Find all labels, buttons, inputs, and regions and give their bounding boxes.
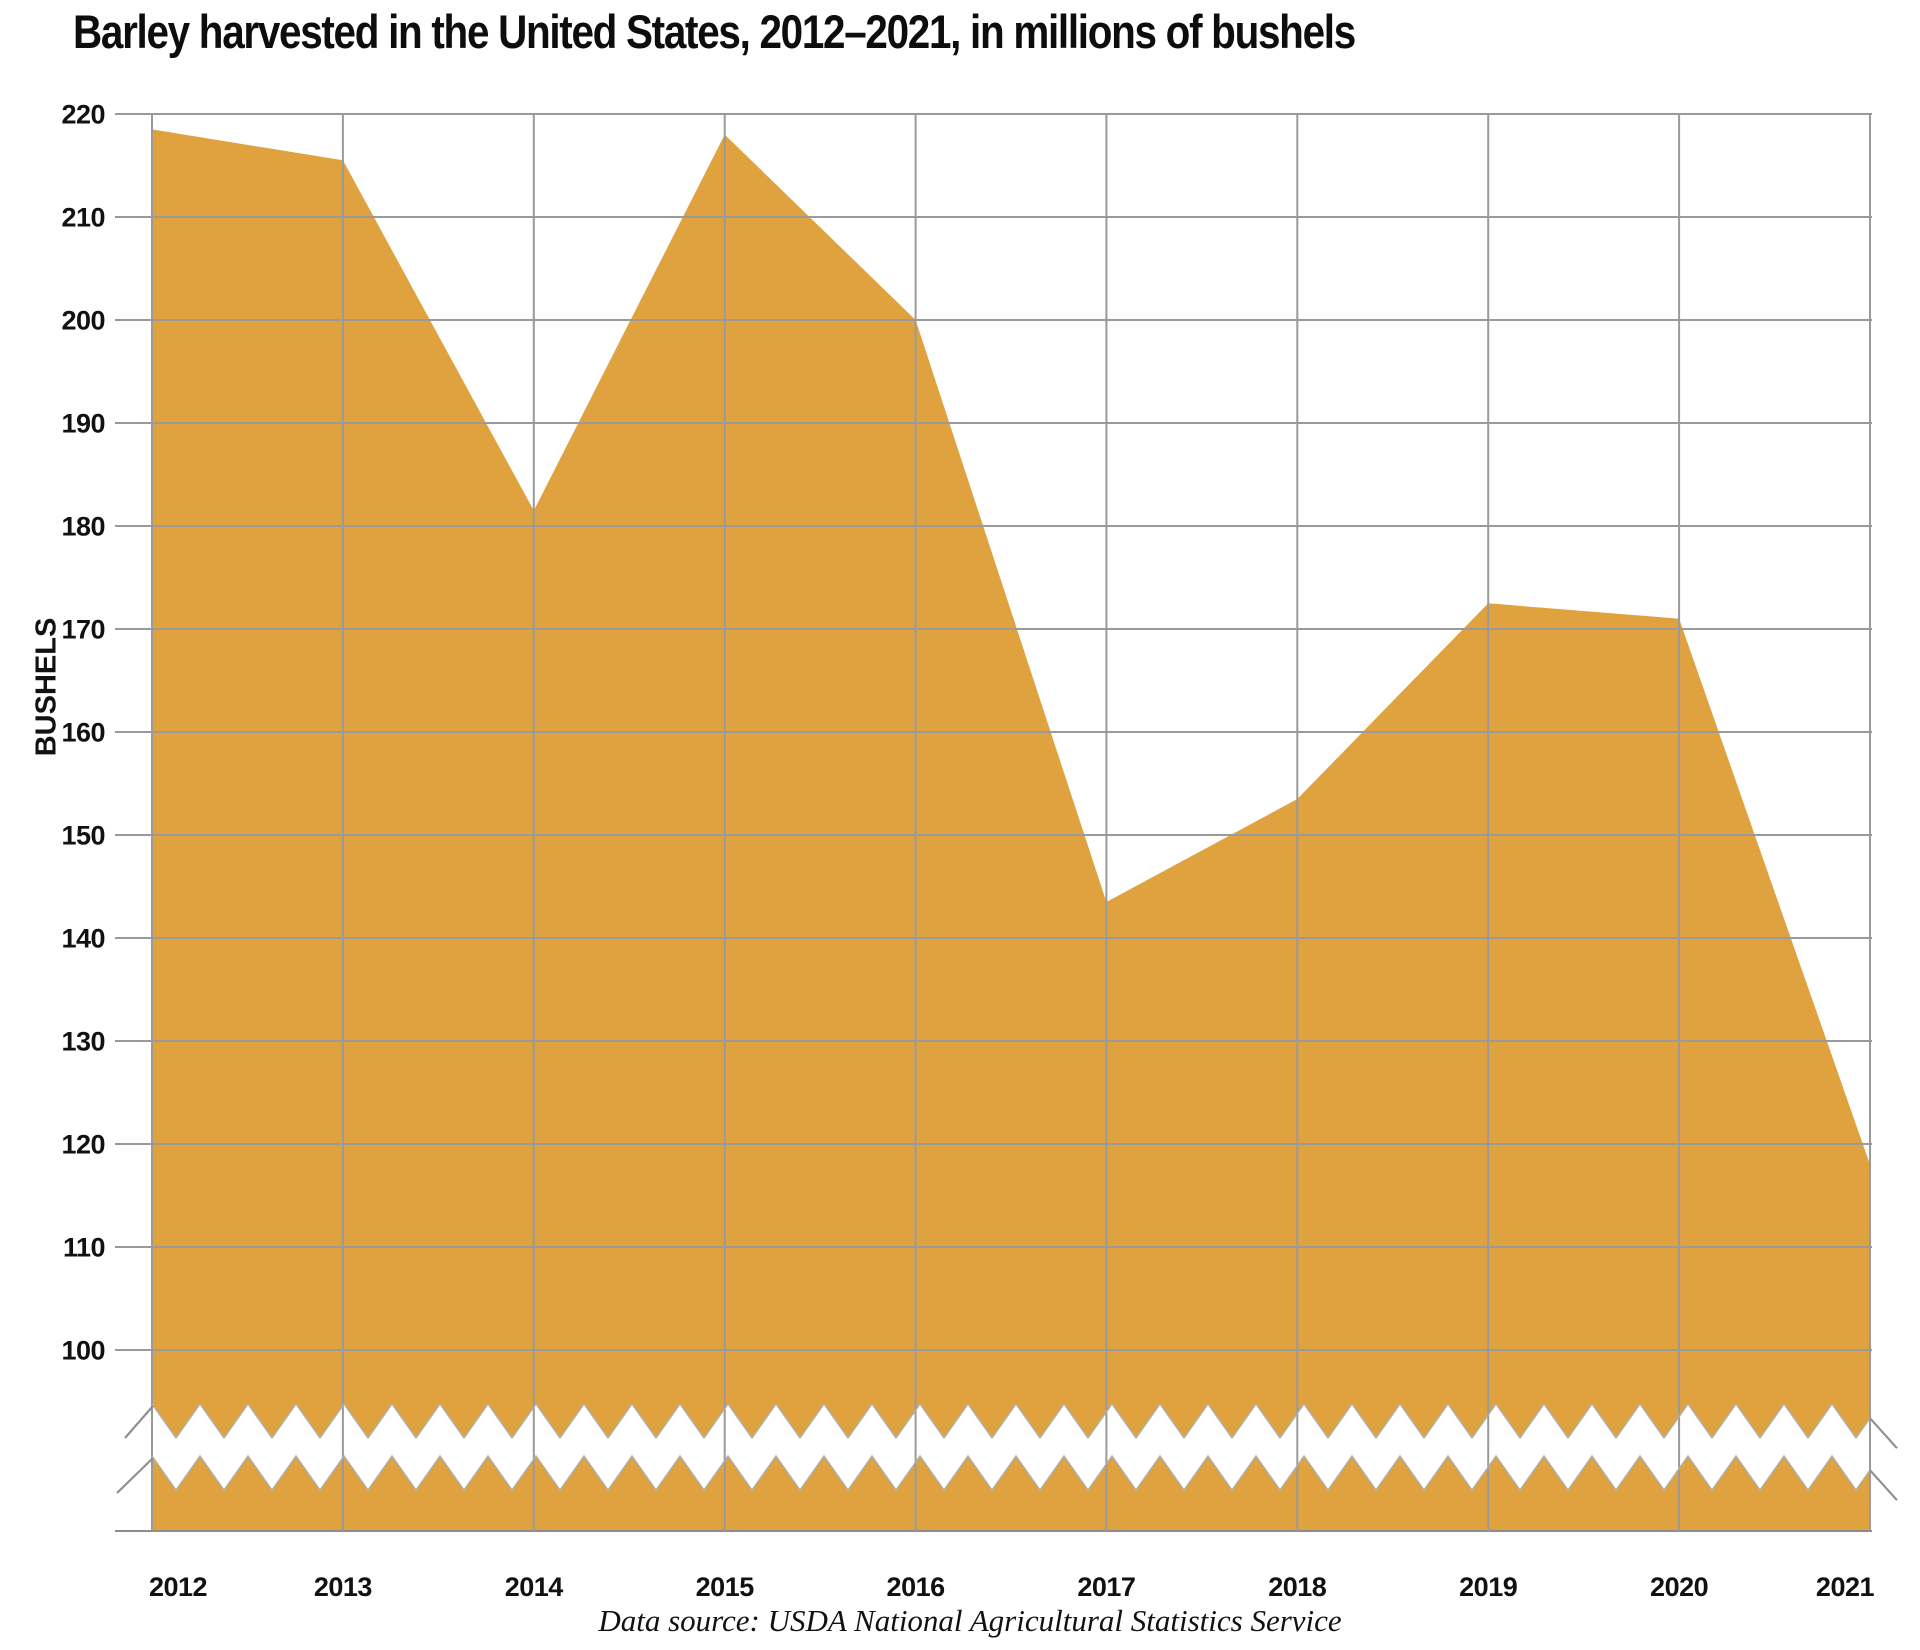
x-tick-labels: 2012 2013 2014 2015 2016 2017 2018 2019 2020 2021 bbox=[149, 1572, 1875, 1602]
svg-text:2016: 2016 bbox=[887, 1572, 946, 1602]
svg-text:2019: 2019 bbox=[1459, 1572, 1518, 1602]
svg-text:2021: 2021 bbox=[1816, 1572, 1875, 1602]
svg-text:2014: 2014 bbox=[505, 1572, 564, 1602]
axis-break bbox=[116, 1402, 1898, 1501]
svg-text:190: 190 bbox=[61, 409, 105, 439]
svg-text:160: 160 bbox=[61, 718, 105, 748]
svg-text:200: 200 bbox=[61, 306, 105, 336]
svg-text:120: 120 bbox=[61, 1130, 105, 1160]
chart-title: Barley harvested in the United States, 2… bbox=[73, 5, 1356, 58]
svg-text:130: 130 bbox=[61, 1027, 105, 1057]
area-series bbox=[152, 129, 1870, 1532]
svg-text:220: 220 bbox=[61, 100, 105, 130]
data-source-note: Data source: USDA National Agricultural … bbox=[598, 1603, 1342, 1638]
svg-text:2020: 2020 bbox=[1650, 1572, 1708, 1602]
svg-text:110: 110 bbox=[63, 1233, 105, 1263]
svg-text:150: 150 bbox=[61, 821, 105, 851]
svg-text:2017: 2017 bbox=[1077, 1572, 1135, 1602]
svg-text:140: 140 bbox=[61, 924, 105, 954]
y-tick-labels: 220 210 200 190 180 170 160 150 140 130 120 110 100 bbox=[61, 100, 105, 1366]
svg-text:2018: 2018 bbox=[1268, 1572, 1327, 1602]
svg-text:100: 100 bbox=[61, 1336, 105, 1366]
svg-text:2015: 2015 bbox=[696, 1572, 755, 1602]
svg-text:210: 210 bbox=[61, 203, 105, 233]
gridlines bbox=[115, 113, 1872, 1531]
svg-text:2012: 2012 bbox=[149, 1572, 207, 1602]
svg-text:170: 170 bbox=[61, 615, 105, 645]
svg-text:2013: 2013 bbox=[314, 1572, 373, 1602]
svg-text:180: 180 bbox=[61, 512, 105, 542]
